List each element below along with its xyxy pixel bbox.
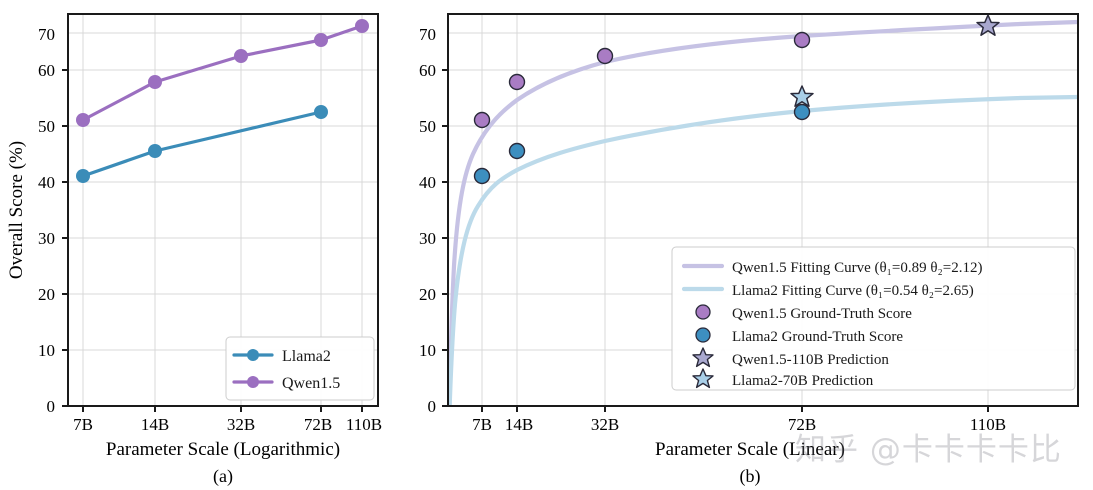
x-tick-label-a-14b: 14B [141,415,169,434]
x-axis-label-a: Parameter Scale (Logarithmic) [106,439,340,460]
series-markers-qwen15-a [76,19,369,127]
legend-b-marker-qwen-pred-star [692,347,714,368]
panel-b: 0 10 20 30 40 50 60 70 7B 14B 32B 72B 11… [410,0,1093,490]
legend-b-label-qwen-pred: Qwen1.5-110B Prediction [732,352,889,368]
legend-b-marker-llama-pred-star [692,368,714,389]
x-ticks-a [82,406,363,412]
panel-caption-b: (b) [740,466,761,487]
panel-caption-a: (a) [213,466,233,487]
fit-curve-qwen15 [448,19,1078,406]
legend-b-label-qwen-gt: Qwen1.5 Ground-Truth Score [732,306,912,322]
y-tick-label-b-60: 60 [419,61,436,80]
series-markers-qwen15-gt-b [473,31,811,129]
legend-b[interactable]: Qwen1.5 Fitting Curve (θ₁=0.89 θ₂=2.12) … [671,246,1076,391]
legend-b-item-llama-pred[interactable]: Llama2-70B Prediction [692,368,874,389]
legend-b-item-qwen-curve[interactable]: Qwen1.5 Fitting Curve (θ₁=0.89 θ₂=2.12) [681,260,982,276]
y-tick-label-b-30: 30 [419,229,436,248]
panel-b-plot: 0 10 20 30 40 50 60 70 7B 14B 32B 72B 11… [419,13,1079,487]
legend-b-item-qwen-gt[interactable]: Qwen1.5 Ground-Truth Score [695,304,912,322]
y-tick-label-a-30: 30 [38,229,55,248]
y-tick-label-a-70: 70 [38,25,55,44]
fit-curve-llama2 [448,94,1078,406]
legend-b-label-llama-pred: Llama2-70B Prediction [732,373,874,389]
y-tick-label-b-0: 0 [428,397,437,416]
y-tick-label-a-40: 40 [38,173,55,192]
x-tick-label-b-7b: 7B [472,415,492,434]
legend-b-label-llama-gt: Llama2 Ground-Truth Score [732,329,903,345]
y-tick-label-a-50: 50 [38,117,55,136]
y-tick-label-a-10: 10 [38,341,55,360]
y-tick-label-a-60: 60 [38,61,55,80]
y-tick-label-b-10: 10 [419,341,436,360]
y-axis-label-a: Overall Score (%) [6,141,27,279]
x-tick-label-b-32b: 32B [591,415,619,434]
series-markers-llama2-a [76,105,328,183]
legend-b-item-llama-curve[interactable]: Llama2 Fitting Curve (θ₁=0.54 θ₂=2.65) [681,283,974,299]
y-ticks-a [62,69,68,407]
legend-b-item-llama-gt[interactable]: Llama2 Ground-Truth Score [695,327,903,345]
legend-a-label-llama2: Llama2 [282,348,331,365]
y-tick-label-a-20: 20 [38,285,55,304]
legend-b-marker-llama-gt [695,327,711,343]
legend-a-box [225,336,375,401]
x-tick-label-a-7b: 7B [73,415,93,434]
x-ticks-b [481,406,989,412]
y-tick-label-b-20: 20 [419,285,436,304]
prediction-star-llama2-70b [790,85,814,107]
y-tick-label-b-70: 70 [419,25,436,44]
x-tick-label-b-110b: 110B [970,415,1006,434]
legend-a-item-qwen15[interactable]: Qwen1.5 [232,375,340,392]
legend-a-item-llama2[interactable]: Llama2 [232,348,331,365]
y-tick-label-a-0: 0 [47,397,56,416]
axis-frame-a [67,13,379,407]
x-tick-label-b-14b: 14B [505,415,533,434]
x-axis-label-b: Parameter Scale (Linear) [655,439,845,460]
legend-b-box [671,246,1076,391]
legend-b-label-llama-curve: Llama2 Fitting Curve (θ₁=0.54 θ₂=2.65) [732,283,974,299]
x-tick-label-a-32b: 32B [227,415,255,434]
legend-b-marker-qwen-gt [695,304,711,320]
legend-a[interactable]: Llama2 Qwen1.5 [225,336,375,401]
y-ticks-b [442,69,448,407]
series-markers-llama2-gt-b [473,103,811,185]
legend-a-marker-llama2 [247,349,259,361]
y-tick-label-b-40: 40 [419,173,436,192]
x-tick-label-a-110b: 110B [346,415,382,434]
panel-a: 0 10 20 30 40 50 60 70 7B 14B 32B 72B 11… [0,0,410,490]
legend-b-item-qwen-pred[interactable]: Qwen1.5-110B Prediction [692,347,889,368]
y-tick-label-b-50: 50 [419,117,436,136]
x-tick-label-a-72b: 72B [304,415,332,434]
prediction-star-qwen15-110b [976,14,1000,36]
legend-b-label-qwen-curve: Qwen1.5 Fitting Curve (θ₁=0.89 θ₂=2.12) [732,260,982,276]
legend-a-label-qwen15: Qwen1.5 [282,375,340,392]
x-tick-label-b-72b: 72B [788,415,816,434]
panel-a-plot: 0 10 20 30 40 50 60 70 7B 14B 32B 72B 11… [6,13,382,487]
legend-a-marker-qwen15 [247,376,259,388]
axis-frame-b [447,13,1079,407]
